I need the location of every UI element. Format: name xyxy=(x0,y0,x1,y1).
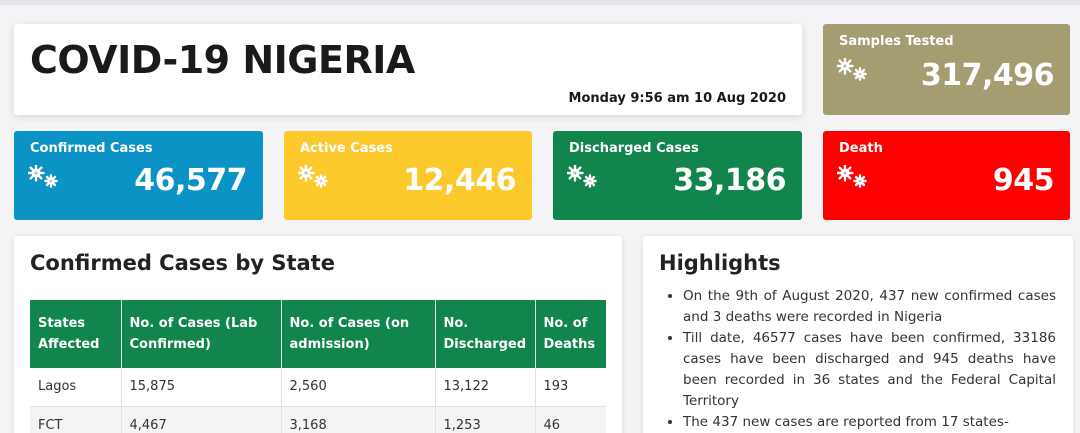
death-value: 945 xyxy=(992,163,1055,198)
table-cell: 46 xyxy=(535,406,606,433)
header-card: COVID-19 NIGERIA Monday 9:56 am 10 Aug 2… xyxy=(14,24,802,115)
active-cases-value: 12,446 xyxy=(403,163,516,198)
column-header: No. of Deaths xyxy=(535,300,606,368)
last-updated-timestamp: Monday 9:56 am 10 Aug 2020 xyxy=(568,91,786,106)
table-cell: FCT xyxy=(30,406,122,433)
table-cell: 15,875 xyxy=(121,368,282,407)
samples-tested-label: Samples Tested xyxy=(839,34,954,49)
column-header: No. of Cases (Lab Confirmed) xyxy=(121,300,282,368)
table-cell: 3,168 xyxy=(281,406,436,433)
column-header: No. of Cases (on admission) xyxy=(281,300,436,368)
cases-by-state-panel: Confirmed Cases by State States Affected… xyxy=(14,236,622,433)
virus-icon xyxy=(837,165,867,188)
table-cell: 2,560 xyxy=(281,368,436,407)
discharged-cases-card: Discharged Cases 33,186 xyxy=(553,131,802,220)
discharged-cases-label: Discharged Cases xyxy=(569,141,699,156)
confirmed-cases-card: Confirmed Cases 46,577 xyxy=(14,131,263,220)
virus-icon xyxy=(837,58,867,81)
confirmed-cases-value: 46,577 xyxy=(134,163,247,198)
table-cell: 1,253 xyxy=(435,406,536,433)
discharged-cases-value: 33,186 xyxy=(673,163,786,198)
table-cell: 4,467 xyxy=(121,406,282,433)
list-item: On the 9th of August 2020, 437 new confi… xyxy=(683,286,1056,328)
confirmed-cases-label: Confirmed Cases xyxy=(30,141,153,156)
table-header-row: States Affected No. of Cases (Lab Confir… xyxy=(30,300,606,368)
list-item: Till date, 46577 cases have been confirm… xyxy=(683,328,1056,412)
table-cell: 193 xyxy=(535,368,606,407)
table-row: FCT 4,467 3,168 1,253 46 xyxy=(30,406,606,433)
samples-tested-card: Samples Tested 317,496 xyxy=(823,24,1070,115)
highlights-title: Highlights xyxy=(659,251,781,275)
column-header: No. Discharged xyxy=(435,300,536,368)
cases-by-state-table: States Affected No. of Cases (Lab Confir… xyxy=(30,300,606,433)
active-cases-card: Active Cases 12,446 xyxy=(284,131,532,220)
highlights-panel: Highlights On the 9th of August 2020, 43… xyxy=(643,236,1073,433)
death-card: Death 945 xyxy=(823,131,1070,220)
top-bar xyxy=(0,0,1080,5)
virus-icon xyxy=(28,165,58,188)
virus-icon xyxy=(567,165,597,188)
table-row: Lagos 15,875 2,560 13,122 193 xyxy=(30,368,606,407)
active-cases-label: Active Cases xyxy=(300,141,393,156)
death-label: Death xyxy=(839,141,883,156)
table-cell: 13,122 xyxy=(435,368,536,407)
cases-by-state-title: Confirmed Cases by State xyxy=(30,251,335,275)
page-title: COVID-19 NIGERIA xyxy=(30,38,415,82)
column-header: States Affected xyxy=(30,300,122,368)
virus-icon xyxy=(298,165,328,188)
list-item: The 437 new cases are reported from 17 s… xyxy=(683,412,1056,433)
samples-tested-value: 317,496 xyxy=(920,58,1055,93)
highlights-list: On the 9th of August 2020, 437 new confi… xyxy=(683,286,1056,433)
table-cell: Lagos xyxy=(30,368,122,407)
